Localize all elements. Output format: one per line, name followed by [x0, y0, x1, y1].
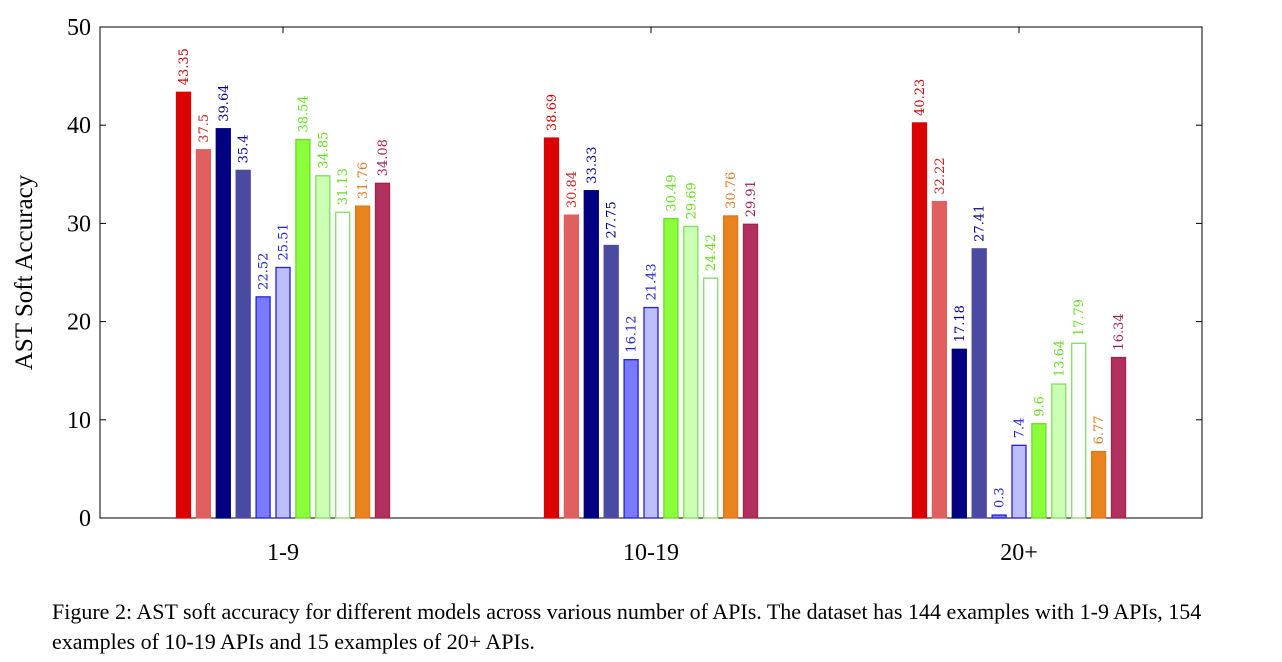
- bar-series-4-10-19: [603, 244, 619, 519]
- data-label: 25.51: [277, 223, 292, 260]
- data-label: 31.76: [356, 162, 371, 199]
- data-label: 35.4: [237, 134, 252, 163]
- y-tick-label: 0: [79, 506, 91, 532]
- data-label: 33.33: [585, 146, 600, 183]
- data-label: 16.34: [1112, 313, 1127, 350]
- x-tick-label: 1-9: [267, 540, 299, 566]
- data-label: 30.49: [664, 174, 679, 211]
- bar-series-7-10-19: [663, 217, 679, 519]
- data-label: 13.64: [1052, 340, 1067, 377]
- bar-series-8-1-9: [315, 175, 331, 519]
- bar-series-8-20+: [1051, 383, 1067, 519]
- y-tick-label: 40: [67, 113, 91, 139]
- bar-series-11-20+: [1110, 356, 1127, 519]
- bar-series-3-10-19: [583, 190, 599, 519]
- bar-series-10-20+: [1090, 450, 1107, 519]
- bar-series-10-10-19: [722, 215, 739, 519]
- x-tick-label: 20+: [1000, 540, 1038, 566]
- data-label: 39.64: [217, 85, 232, 122]
- bar-series-10-1-9: [354, 205, 371, 519]
- bar-chart: 0 10 20 30 40 50 1-9 10-19 20+ AST Soft Accuracy 4…: [11, 15, 1203, 566]
- bar-series-7-20+: [1031, 423, 1047, 519]
- y-axis-label: AST Soft Accuracy: [11, 174, 38, 370]
- data-label: 34.08: [376, 139, 391, 176]
- data-label: 24.42: [704, 234, 719, 271]
- bar-series-9-20+: [1071, 342, 1087, 519]
- data-label: 37.5: [197, 114, 212, 143]
- data-label: 6.77: [1092, 416, 1107, 445]
- data-label: 27.75: [605, 201, 620, 238]
- bar-series-7-1-9: [295, 138, 311, 519]
- y-tick-label: 50: [67, 15, 91, 41]
- data-label: 30.84: [565, 171, 580, 208]
- data-label: 38.69: [545, 94, 560, 131]
- bar-series-6-20+: [1011, 444, 1027, 519]
- data-label: 34.85: [316, 132, 331, 169]
- bar-series-2-20+: [931, 200, 948, 519]
- data-label: 21.43: [645, 263, 660, 300]
- data-label: 29.91: [744, 180, 759, 217]
- data-label: 43.35: [177, 48, 192, 85]
- bar-series-4-20+: [971, 248, 987, 519]
- data-label: 27.41: [973, 205, 988, 242]
- bar-series-2-10-19: [563, 214, 580, 519]
- y-tick-label: 10: [67, 408, 91, 434]
- bar-series-11-10-19: [742, 223, 759, 519]
- data-label: 0.3: [993, 487, 1008, 508]
- data-label: 16.12: [625, 315, 640, 352]
- data-label: 9.6: [1032, 396, 1047, 417]
- bar-series-5-1-9: [255, 296, 271, 519]
- data-label: 38.54: [296, 95, 311, 132]
- data-label: 32.22: [933, 157, 948, 194]
- bar-series-11-1-9: [374, 182, 391, 519]
- data-label: 29.69: [684, 182, 699, 219]
- data-label: 31.13: [336, 168, 351, 205]
- bar-series-6-10-19: [643, 306, 659, 519]
- figure-caption: Figure 2: AST soft accuracy for differen…: [52, 599, 1202, 654]
- data-label: 22.52: [257, 253, 272, 290]
- bar-series-1-1-9: [175, 91, 192, 519]
- bar-series-5-10-19: [623, 359, 639, 519]
- bar-series-3-1-9: [215, 128, 231, 519]
- data-label: 30.76: [724, 172, 739, 209]
- y-tick-label: 30: [67, 211, 91, 237]
- data-label: 17.18: [953, 305, 968, 342]
- bar-series-1-10-19: [543, 137, 560, 519]
- bar-series-5-20+: [991, 514, 1007, 519]
- x-tick-label: 10-19: [623, 540, 679, 566]
- bar-series-6-1-9: [275, 266, 291, 519]
- bar-series-9-10-19: [703, 277, 719, 519]
- data-label: 40.23: [913, 79, 928, 116]
- bar-series-1-20+: [911, 122, 928, 519]
- bar-series-3-20+: [951, 348, 967, 519]
- data-label: 7.4: [1013, 418, 1028, 439]
- bar-series-4-1-9: [235, 169, 251, 519]
- data-label: 17.79: [1072, 299, 1087, 336]
- bar-series-8-10-19: [683, 225, 699, 519]
- bar-series-9-1-9: [335, 211, 351, 519]
- bar-series-2-1-9: [195, 149, 212, 519]
- y-tick-label: 20: [67, 310, 91, 336]
